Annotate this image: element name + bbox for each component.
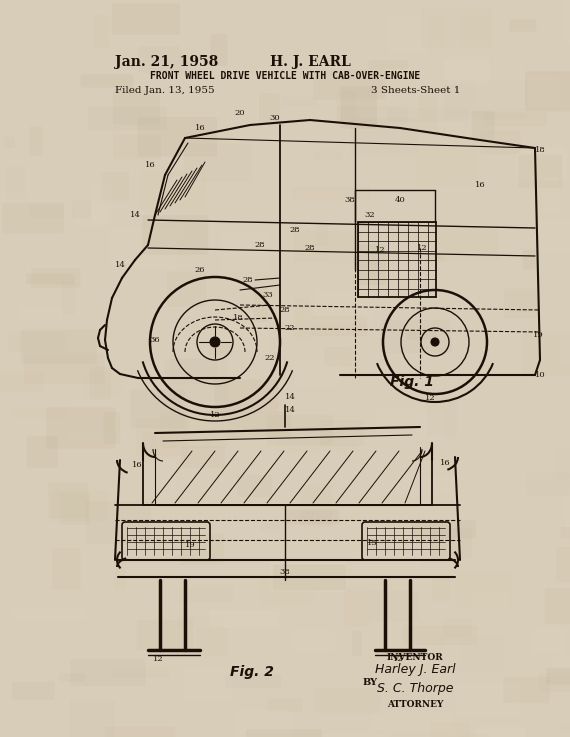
Text: INVENTOR: INVENTOR	[386, 653, 443, 662]
FancyBboxPatch shape	[142, 215, 208, 255]
Text: Fig. 1: Fig. 1	[390, 375, 434, 389]
FancyBboxPatch shape	[26, 273, 74, 284]
Text: 22: 22	[285, 324, 295, 332]
FancyBboxPatch shape	[412, 520, 476, 539]
Text: 14: 14	[284, 393, 295, 401]
FancyBboxPatch shape	[270, 559, 347, 593]
Text: 26: 26	[195, 266, 205, 274]
FancyBboxPatch shape	[475, 727, 526, 737]
FancyBboxPatch shape	[353, 551, 421, 566]
FancyBboxPatch shape	[329, 254, 382, 262]
Text: 12: 12	[374, 246, 385, 254]
FancyBboxPatch shape	[80, 74, 133, 88]
FancyBboxPatch shape	[222, 232, 269, 272]
Text: BY: BY	[363, 678, 378, 687]
Text: 12: 12	[153, 655, 164, 663]
FancyBboxPatch shape	[454, 682, 522, 715]
Text: 32: 32	[365, 211, 375, 219]
Text: 38: 38	[280, 568, 290, 576]
Text: 12: 12	[210, 411, 221, 419]
Text: 28: 28	[280, 306, 290, 314]
FancyBboxPatch shape	[228, 412, 291, 438]
FancyBboxPatch shape	[104, 412, 120, 444]
Text: 16: 16	[195, 124, 205, 132]
Text: Jan. 21, 1958: Jan. 21, 1958	[115, 55, 218, 69]
Text: 18: 18	[233, 314, 243, 322]
Text: Filed Jan. 13, 1955: Filed Jan. 13, 1955	[115, 86, 215, 95]
Text: 30: 30	[270, 114, 280, 122]
FancyBboxPatch shape	[444, 59, 490, 84]
FancyBboxPatch shape	[525, 71, 570, 111]
FancyBboxPatch shape	[27, 436, 58, 468]
Text: 12: 12	[425, 394, 435, 402]
Text: 16: 16	[475, 181, 485, 189]
Text: 19: 19	[185, 541, 196, 549]
FancyBboxPatch shape	[542, 178, 559, 212]
Text: 12: 12	[393, 655, 404, 663]
Text: S. C. Thorpe: S. C. Thorpe	[377, 682, 453, 695]
FancyBboxPatch shape	[472, 111, 494, 140]
FancyBboxPatch shape	[237, 710, 291, 737]
Circle shape	[210, 337, 220, 347]
FancyBboxPatch shape	[21, 329, 97, 364]
Text: H. J. EARL: H. J. EARL	[270, 55, 351, 69]
FancyBboxPatch shape	[273, 565, 346, 590]
Text: 19: 19	[532, 331, 543, 339]
FancyBboxPatch shape	[31, 268, 80, 287]
Text: 28: 28	[290, 226, 300, 234]
Text: 14: 14	[115, 261, 125, 269]
FancyBboxPatch shape	[287, 510, 339, 524]
Text: FRONT WHEEL DRIVE VEHICLE WITH CAB-OVER-ENGINE: FRONT WHEEL DRIVE VEHICLE WITH CAB-OVER-…	[150, 71, 420, 81]
Text: 20: 20	[235, 109, 245, 117]
Text: 14: 14	[284, 406, 295, 414]
Text: 12: 12	[417, 244, 428, 252]
Text: ATTORNEY: ATTORNEY	[387, 700, 443, 709]
Text: 36: 36	[150, 336, 160, 344]
Text: 40: 40	[394, 196, 405, 204]
Text: 38: 38	[345, 196, 355, 204]
Text: 33: 33	[263, 291, 274, 299]
Text: 15: 15	[367, 539, 377, 547]
Text: 28: 28	[243, 276, 253, 284]
Text: 18: 18	[535, 146, 545, 154]
Text: Fig. 2: Fig. 2	[230, 665, 274, 679]
Text: 16: 16	[439, 459, 450, 467]
FancyBboxPatch shape	[546, 668, 570, 685]
FancyBboxPatch shape	[359, 244, 386, 285]
FancyBboxPatch shape	[517, 147, 567, 181]
Circle shape	[431, 338, 439, 346]
FancyBboxPatch shape	[46, 408, 116, 449]
FancyBboxPatch shape	[560, 527, 570, 538]
Text: 28: 28	[305, 244, 315, 252]
FancyBboxPatch shape	[518, 154, 563, 189]
FancyBboxPatch shape	[169, 176, 202, 189]
Text: 22: 22	[264, 354, 275, 362]
Text: Harley J. Earl: Harley J. Earl	[374, 663, 455, 676]
Text: 3 Sheets-Sheet 1: 3 Sheets-Sheet 1	[370, 86, 460, 95]
Text: 14: 14	[129, 211, 140, 219]
FancyBboxPatch shape	[406, 329, 436, 340]
FancyBboxPatch shape	[340, 86, 377, 129]
Text: 16: 16	[132, 461, 142, 469]
FancyBboxPatch shape	[2, 203, 64, 234]
Text: 16: 16	[145, 161, 155, 169]
FancyBboxPatch shape	[246, 730, 322, 737]
Text: 28: 28	[255, 241, 265, 249]
FancyBboxPatch shape	[209, 609, 279, 628]
Text: 10: 10	[535, 371, 545, 379]
